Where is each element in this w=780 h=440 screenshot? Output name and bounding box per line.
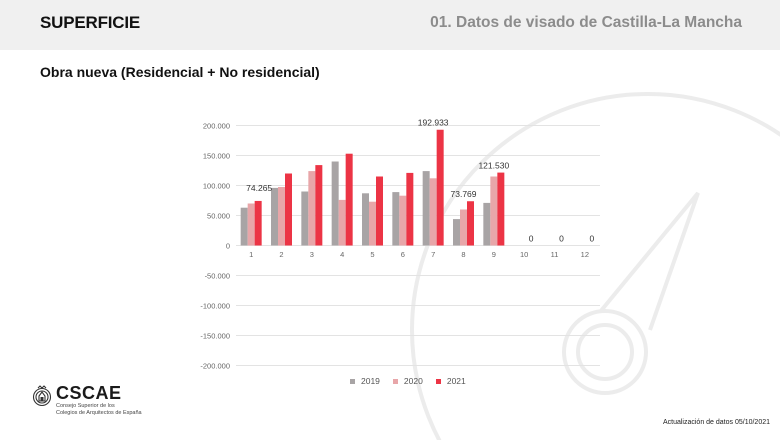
legend-item-2019: 2019 bbox=[350, 376, 380, 386]
y-tick-label: 50.000 bbox=[207, 212, 230, 221]
cscae-logo: CSCAE Consejo Superior de los Colegios d… bbox=[32, 383, 142, 416]
data-label: 74.265 bbox=[246, 183, 272, 193]
bar-2020-7 bbox=[429, 178, 437, 246]
bar-2020-6 bbox=[399, 195, 407, 246]
update-note: Actualización de datos 05/10/2021 bbox=[662, 419, 770, 426]
legend-swatch-2020 bbox=[392, 378, 398, 384]
x-tick-label: 7 bbox=[431, 250, 435, 259]
legend-item-2021: 2021 bbox=[435, 376, 466, 386]
bar-2020-4 bbox=[338, 199, 346, 246]
bar-2021-5 bbox=[376, 176, 383, 246]
y-tick-label: -150.000 bbox=[200, 332, 230, 341]
legend-label-2020: 2020 bbox=[403, 376, 423, 386]
x-tick-label: 10 bbox=[520, 250, 528, 259]
bar-2021-3 bbox=[315, 165, 323, 246]
bar-2021-2 bbox=[285, 173, 292, 246]
y-tick-label: 150.000 bbox=[203, 152, 230, 161]
legend-label-2021: 2021 bbox=[446, 376, 466, 386]
y-tick-label: -100.000 bbox=[200, 302, 230, 311]
bar-2020-3 bbox=[308, 171, 316, 246]
bar-2021-9 bbox=[497, 172, 505, 246]
header-band: SUPERFICIE 01. Datos de visado de Castil… bbox=[0, 0, 780, 50]
deck-title: 01. Datos de visado de Castilla-La Manch… bbox=[430, 14, 742, 31]
bar-2019-1 bbox=[240, 207, 248, 246]
data-label: 121.530 bbox=[478, 161, 509, 171]
bar-2019-7 bbox=[422, 171, 430, 246]
bar-2019-6 bbox=[392, 192, 400, 246]
section-title: SUPERFICIE bbox=[40, 13, 141, 32]
x-tick-label: 5 bbox=[370, 250, 374, 259]
x-tick-label: 6 bbox=[401, 250, 405, 259]
bar-2020-1 bbox=[247, 203, 255, 246]
data-label: 192.933 bbox=[418, 118, 449, 128]
x-tick-label: 9 bbox=[492, 250, 496, 259]
y-tick-label: 100.000 bbox=[203, 182, 230, 191]
y-tick-label: -200.000 bbox=[200, 362, 230, 371]
bar-2019-3 bbox=[301, 191, 309, 246]
y-tick-label: 0 bbox=[226, 242, 230, 251]
y-tick-label: 200.000 bbox=[203, 122, 230, 131]
legend-label-2019: 2019 bbox=[361, 376, 380, 386]
logo-subtitle: Consejo Superior de los Colegios de Arqu… bbox=[56, 403, 142, 417]
bar-2020-2 bbox=[278, 187, 285, 246]
x-tick-label: 12 bbox=[581, 250, 589, 259]
bar-2021-7 bbox=[436, 129, 444, 246]
x-tick-label: 11 bbox=[551, 250, 559, 259]
data-label: 73.769 bbox=[451, 189, 477, 199]
bar-2019-9 bbox=[483, 202, 491, 246]
chart-title: Obra nueva (Residencial + No residencial… bbox=[40, 64, 320, 80]
crest-icon bbox=[32, 385, 52, 407]
x-tick-label: 4 bbox=[340, 250, 344, 259]
data-label: 0 bbox=[559, 234, 564, 244]
bar-2020-9 bbox=[490, 176, 498, 246]
legend-swatch-2019 bbox=[350, 378, 355, 384]
x-tick-label: 8 bbox=[461, 250, 465, 259]
bar-2019-4 bbox=[331, 161, 339, 246]
x-tick-label: 1 bbox=[249, 250, 253, 259]
legend-swatch-2021 bbox=[435, 378, 441, 384]
bar-2020-8 bbox=[460, 209, 467, 246]
bar-2019-8 bbox=[453, 219, 460, 246]
y-tick-label: -50.000 bbox=[205, 272, 230, 281]
bar-2019-5 bbox=[362, 193, 369, 246]
bar-2021-6 bbox=[406, 172, 414, 246]
legend-item-2020: 2020 bbox=[392, 376, 423, 386]
logo-wordmark: CSCAE bbox=[56, 383, 122, 403]
logo-subtitle-line1: Consejo Superior de los bbox=[56, 403, 115, 409]
bar-2021-8 bbox=[467, 201, 474, 246]
data-label: 0 bbox=[589, 234, 594, 244]
logo-subtitle-line2: Colegios de Arquitectos de España bbox=[56, 410, 142, 416]
bar-2021-4 bbox=[345, 153, 353, 246]
bar-2020-5 bbox=[369, 201, 376, 246]
data-label: 0 bbox=[529, 234, 534, 244]
chart-legend: 2019 2020 2021 bbox=[350, 376, 479, 386]
x-tick-label: 3 bbox=[310, 250, 314, 259]
x-tick-label: 2 bbox=[279, 250, 283, 259]
bar-2019-2 bbox=[271, 187, 278, 246]
bar-2021-1 bbox=[254, 200, 262, 246]
